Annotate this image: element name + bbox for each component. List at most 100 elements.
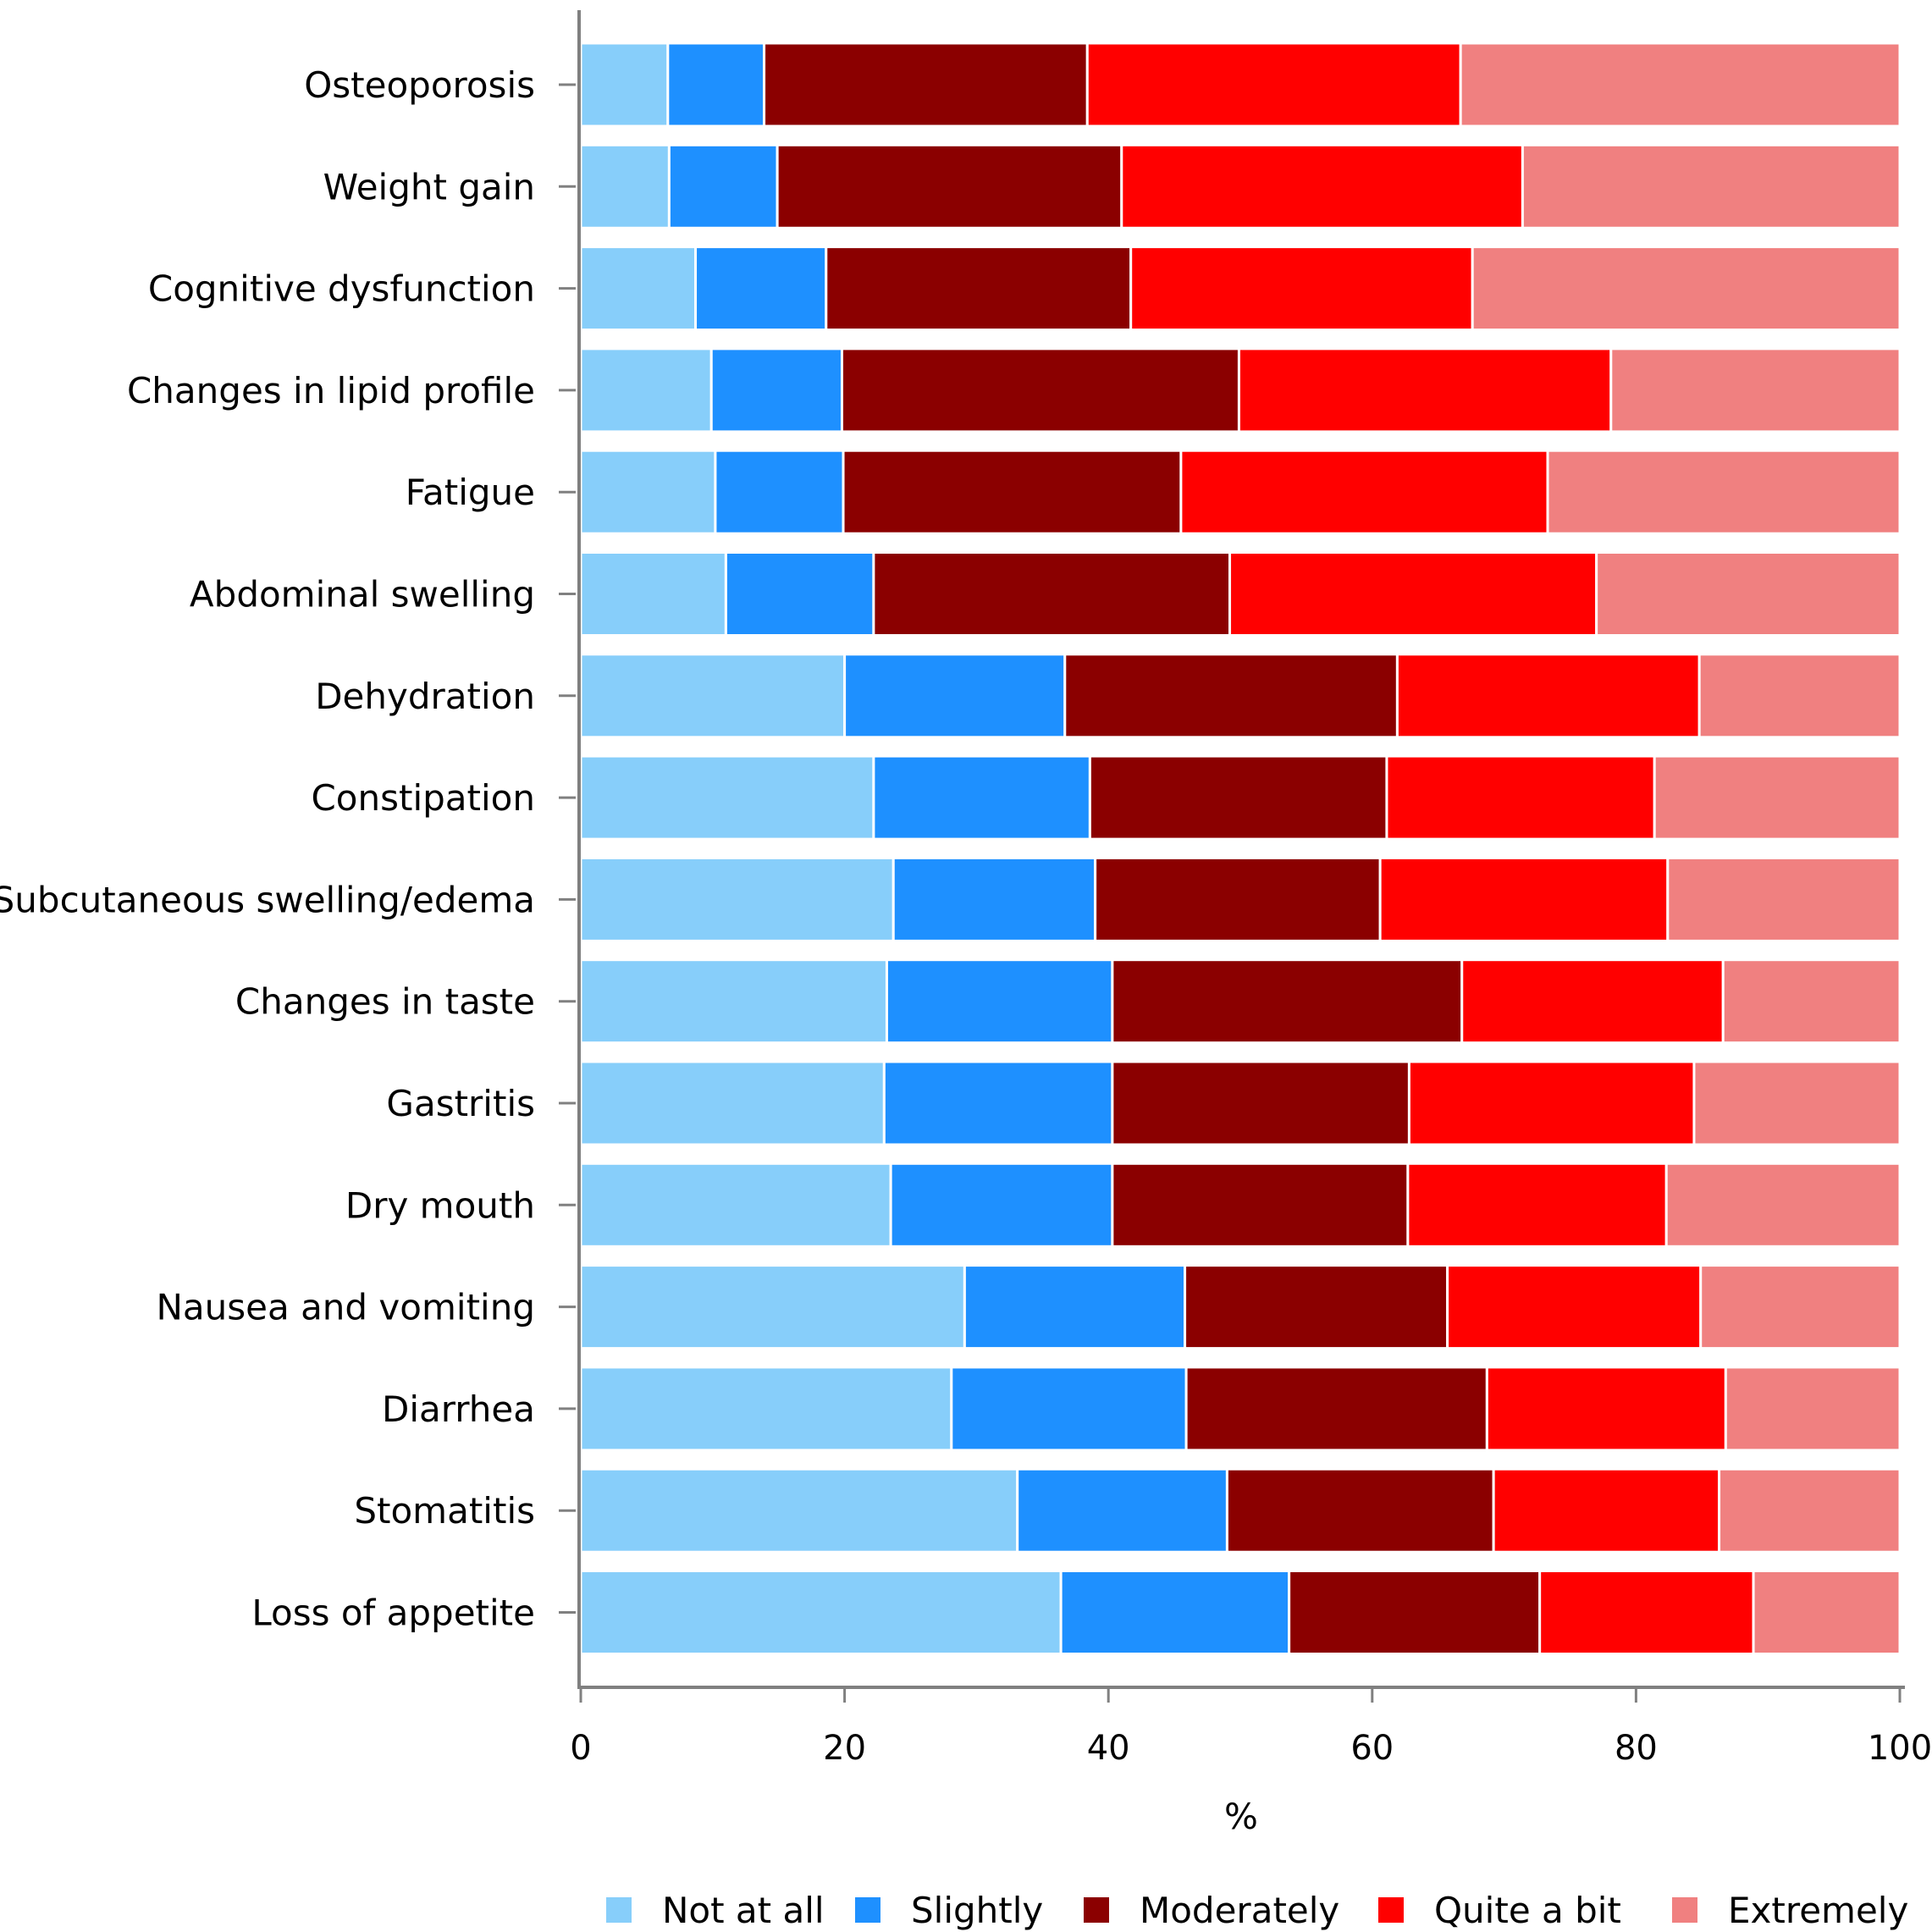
category-label: Subcutaneous swelling/edema [0,879,535,920]
bar-6-0 [579,653,847,739]
bar-15-0 [579,1570,1063,1655]
bar-0-2 [763,41,1089,128]
bar-4-3 [1179,449,1549,535]
category-label: Fatigue [406,472,535,513]
bar-8-4 [1666,856,1902,942]
bar-9-3 [1460,958,1725,1045]
bar-2-1 [694,246,828,332]
category-label: Weight gain [323,166,535,207]
bar-4-2 [842,449,1183,535]
bar-13-2 [1184,1366,1488,1452]
bar-1-3 [1120,143,1524,229]
legend: Not at all Slightly Moderately Quite a bit E… [606,1890,1908,1931]
legend-swatch [1378,1897,1404,1923]
bars-layer [579,41,1902,1655]
bar-2-2 [825,246,1133,332]
bar-8-0 [579,856,895,942]
bar-14-1 [1016,1467,1228,1554]
legend-label: Not at all [662,1890,825,1931]
bar-1-1 [667,143,779,229]
bar-3-4 [1609,347,1902,433]
bar-3-3 [1237,347,1613,433]
bar-13-3 [1485,1366,1727,1452]
category-labels: Osteoporosis Weight gain Cognitive dysfunc… [0,64,576,1634]
bar-11-0 [579,1162,892,1248]
bar-3-0 [579,347,713,433]
bar-7-2 [1088,754,1388,841]
bar-5-4 [1595,551,1902,637]
legend-swatch [1084,1897,1109,1923]
bar-9-4 [1721,958,1902,1045]
bar-5-0 [579,551,727,637]
bar-14-0 [579,1467,1019,1554]
bar-8-3 [1378,856,1670,942]
bar-4-1 [714,449,845,535]
bar-13-0 [579,1366,953,1452]
legend-label: Moderately [1140,1890,1339,1931]
bar-0-4 [1459,41,1902,128]
bar-9-2 [1111,958,1464,1045]
bar-1-0 [579,143,671,229]
bar-14-4 [1718,1467,1902,1554]
bar-10-4 [1692,1060,1902,1146]
category-label: Nausea and vomiting [156,1287,535,1328]
category-label: Loss of appetite [251,1593,535,1634]
legend-swatch [1672,1897,1697,1923]
bar-4-0 [579,449,717,535]
bar-4-4 [1546,449,1902,535]
bar-10-0 [579,1060,886,1146]
category-label: Abdominal swelling [190,574,535,615]
category-label: Stomatitis [354,1490,535,1532]
legend-swatch [606,1897,632,1923]
bar-12-1 [963,1264,1187,1350]
bar-10-1 [882,1060,1114,1146]
x-axis-title: % [1224,1796,1258,1837]
bar-0-0 [579,41,670,128]
x-tick-label: 0 [570,1729,591,1768]
category-label: Gastritis [386,1083,535,1124]
bar-12-3 [1446,1264,1703,1350]
category-label: Dry mouth [345,1184,535,1226]
legend-label: Extremely [1728,1890,1908,1931]
axes [577,10,1905,1689]
bar-3-2 [840,347,1240,433]
bar-1-4 [1521,143,1902,229]
bar-11-3 [1406,1162,1668,1248]
bar-5-2 [872,551,1232,637]
bar-7-1 [872,754,1091,841]
bar-1-2 [776,143,1123,229]
bar-2-4 [1471,246,1902,332]
bar-0-1 [666,41,766,128]
bar-12-0 [579,1264,966,1350]
bar-14-2 [1225,1467,1495,1554]
bar-11-2 [1111,1162,1410,1248]
x-tick-label: 100 [1868,1729,1932,1768]
bar-0-3 [1085,41,1462,128]
bar-5-3 [1228,551,1598,637]
legend-label: Quite a bit [1434,1890,1621,1931]
category-label: Changes in lipid profile [127,370,535,411]
x-axis-ticks: 0 20 40 60 80 100 [570,1687,1932,1768]
bar-12-4 [1699,1264,1902,1350]
bar-8-1 [891,856,1097,942]
legend-swatch [855,1897,880,1923]
category-label: Cognitive dysfunction [148,268,535,310]
bar-12-2 [1184,1264,1449,1350]
category-label: Changes in taste [235,981,535,1023]
x-tick-label: 60 [1350,1729,1394,1768]
bar-11-4 [1664,1162,1902,1248]
bar-6-1 [843,653,1067,739]
category-label: Dehydration [315,676,535,717]
x-tick-label: 20 [823,1729,866,1768]
category-label: Constipation [311,777,535,819]
bar-6-2 [1063,653,1399,739]
bar-13-4 [1724,1366,1902,1452]
bar-14-3 [1492,1467,1721,1554]
bar-2-3 [1129,246,1474,332]
x-tick-label: 80 [1615,1729,1658,1768]
bar-15-2 [1288,1570,1542,1655]
bar-9-0 [579,958,888,1045]
bar-7-3 [1385,754,1656,841]
bar-15-4 [1752,1570,1902,1655]
